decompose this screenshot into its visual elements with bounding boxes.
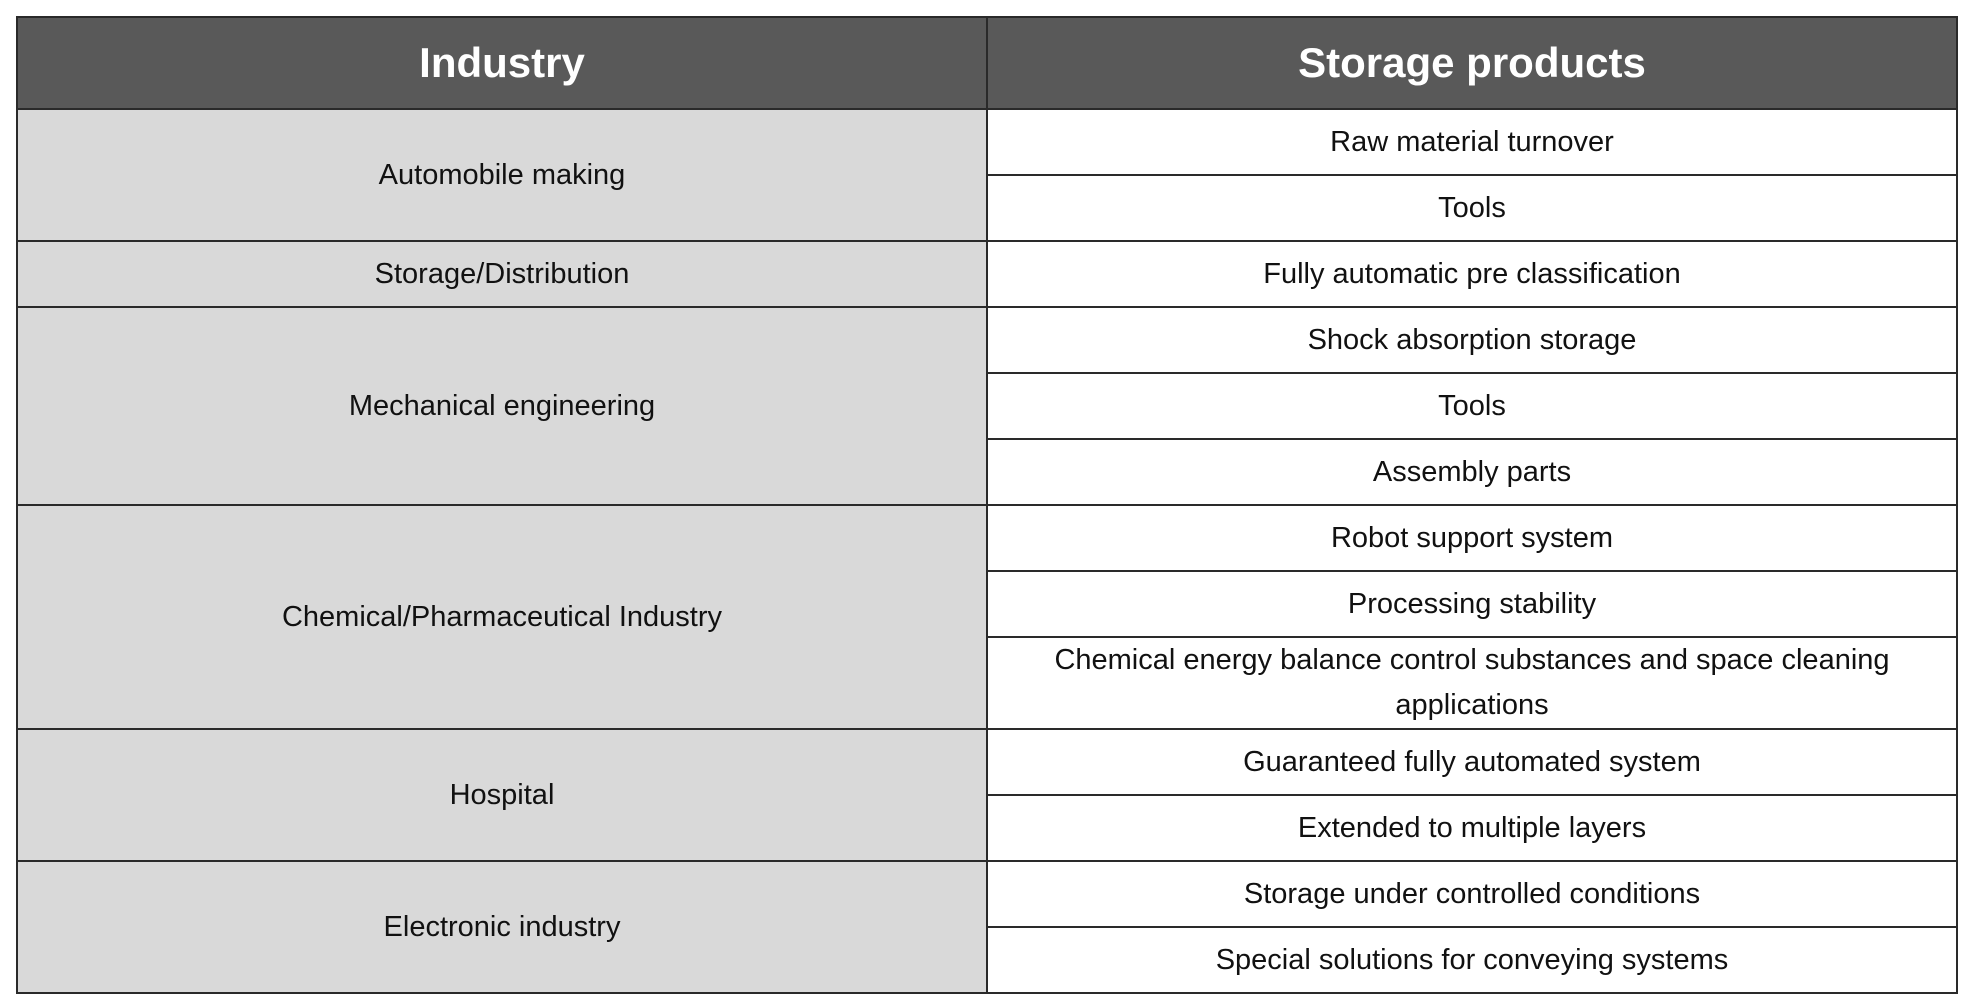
product-cell: Special solutions for conveying systems xyxy=(986,926,1958,994)
industry-column-header: Industry xyxy=(16,16,988,110)
table-row: Processing stability xyxy=(17,570,1958,638)
table-row: Automobile making Raw material turnover xyxy=(16,108,1958,242)
product-cell: Chemical energy balance control substanc… xyxy=(986,636,1958,730)
table-row: Extended to multiple layers xyxy=(17,794,1958,862)
table-row: Hospital Guaranteed fully automated syst… xyxy=(16,728,1958,862)
product-cell: Tools xyxy=(986,174,1958,242)
product-cell: Robot support system xyxy=(986,504,1958,572)
table-body: Automobile making Raw material turnover … xyxy=(16,108,1958,994)
table-row: Assembly parts xyxy=(17,438,1958,506)
table-row: Electronic industry Storage under contro… xyxy=(16,860,1958,994)
storage-products-column-header: Storage products xyxy=(986,16,1958,110)
product-cell: Raw material turnover xyxy=(986,108,1958,176)
table-header: Industry Storage products xyxy=(16,16,1958,110)
table-row: Chemical/Pharmaceutical Industry Robot s… xyxy=(16,504,1958,730)
table-row: Special solutions for conveying systems xyxy=(17,926,1958,994)
table-row: Tools xyxy=(17,174,1958,242)
industry-cell: Automobile making xyxy=(16,108,988,242)
table-row: Storage/Distribution Fully automatic pre… xyxy=(16,240,1958,308)
industry-cell: Hospital xyxy=(16,728,988,862)
product-cell: Guaranteed fully automated system xyxy=(986,728,1958,796)
industry-storage-table: Industry Storage products Automobile mak… xyxy=(16,16,1958,994)
product-cell: Tools xyxy=(986,372,1958,440)
table-row: Tools xyxy=(17,372,1958,440)
industry-cell: Electronic industry xyxy=(16,860,988,994)
industry-cell: Mechanical engineering xyxy=(16,306,988,506)
product-cell: Shock absorption storage xyxy=(986,306,1958,374)
table-row: Mechanical engineering Shock absorption … xyxy=(16,306,1958,506)
industry-cell: Storage/Distribution xyxy=(16,240,988,308)
industry-cell: Chemical/Pharmaceutical Industry xyxy=(16,504,988,730)
table-row: Chemical energy balance control substanc… xyxy=(17,636,1958,730)
product-cell: Extended to multiple layers xyxy=(986,794,1958,862)
product-cell: Storage under controlled conditions xyxy=(986,860,1958,928)
product-cell: Processing stability xyxy=(986,570,1958,638)
header-row: Industry Storage products xyxy=(16,16,1958,110)
product-cell: Fully automatic pre classification xyxy=(986,240,1958,308)
product-cell: Assembly parts xyxy=(986,438,1958,506)
